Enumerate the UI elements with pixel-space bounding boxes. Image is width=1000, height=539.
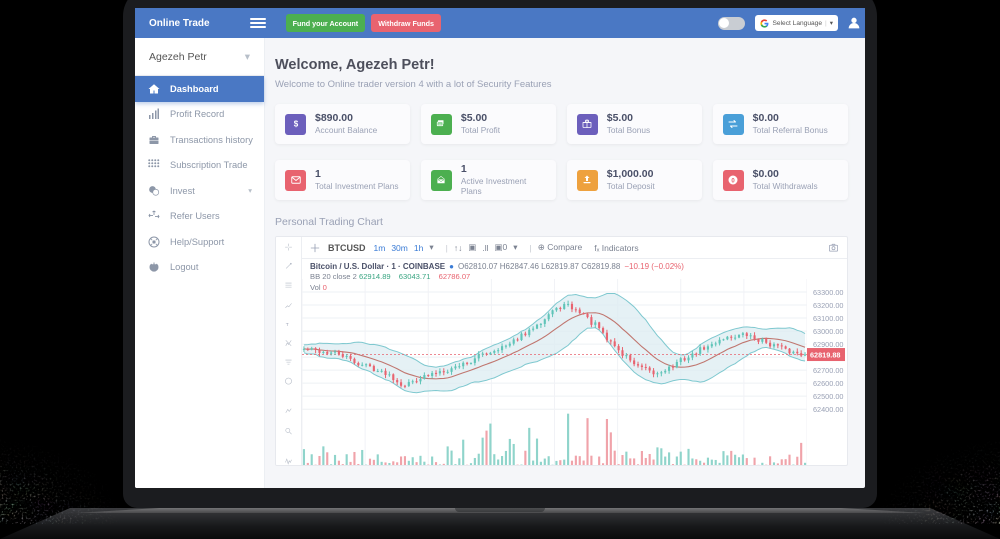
svg-text:62819.88: 62819.88 (810, 351, 840, 360)
svg-text:62600.00: 62600.00 (813, 379, 843, 388)
svg-text:63000.00: 63000.00 (813, 327, 843, 336)
svg-text:63300.00: 63300.00 (813, 288, 843, 297)
svg-text:63200.00: 63200.00 (813, 301, 843, 310)
svg-text:62400.00: 62400.00 (813, 405, 843, 414)
svg-text:$: $ (293, 120, 298, 129)
svg-text:62900.00: 62900.00 (813, 340, 843, 349)
svg-text:63100.00: 63100.00 (813, 314, 843, 323)
svg-text:T: T (286, 322, 289, 328)
svg-text:62700.00: 62700.00 (813, 366, 843, 375)
svg-text:62500.00: 62500.00 (813, 392, 843, 401)
